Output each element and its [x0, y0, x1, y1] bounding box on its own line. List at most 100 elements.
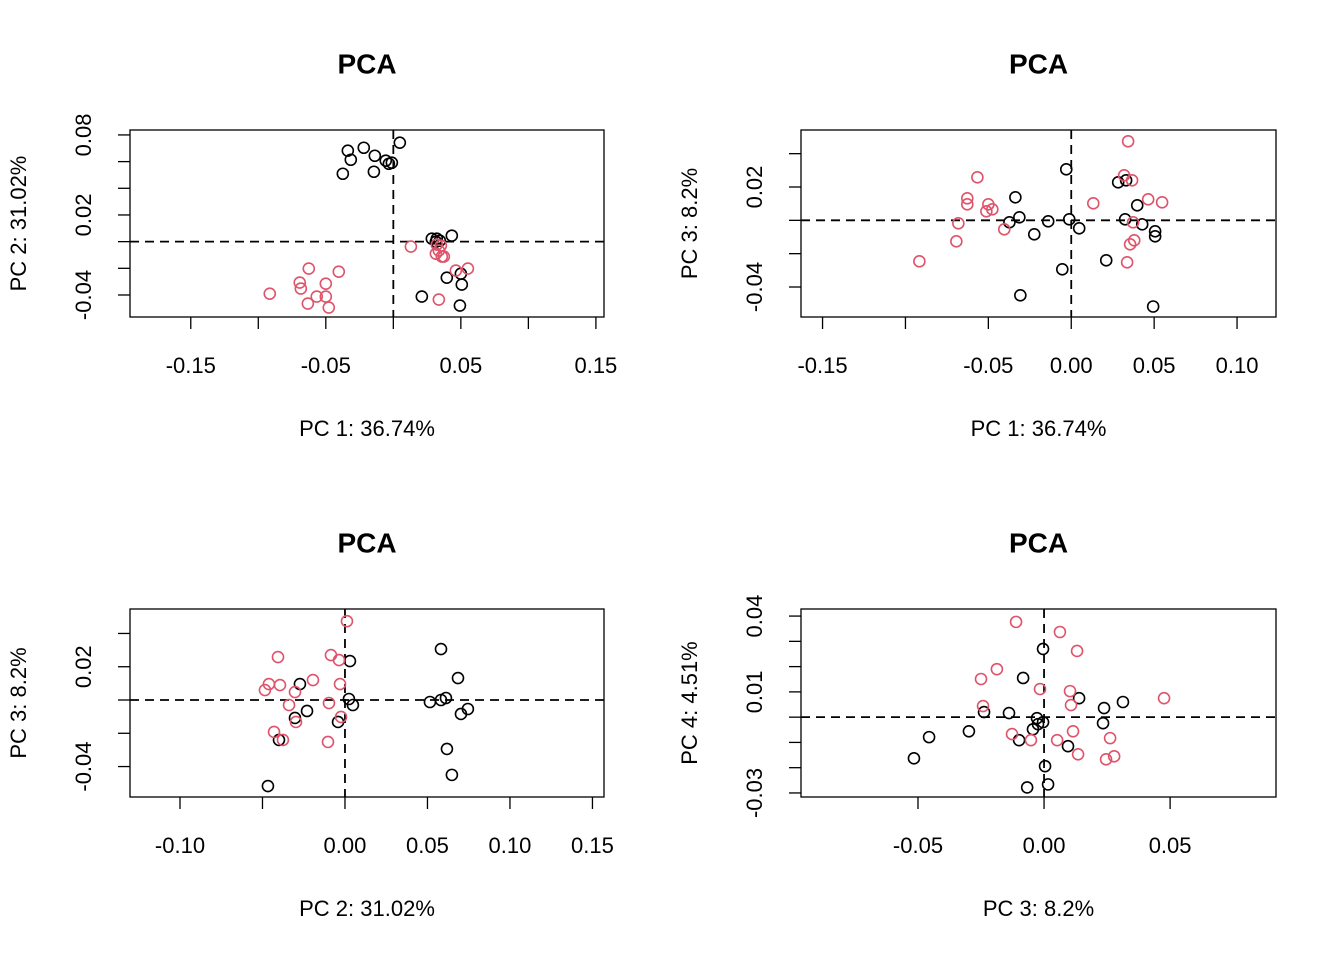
- point: [1097, 701, 1111, 715]
- point: [276, 733, 290, 747]
- x-axis-label: PC 1: 36.74%: [299, 416, 435, 441]
- x-tick-label: 0.00: [1050, 353, 1093, 378]
- point: [429, 247, 443, 260]
- point: [1070, 644, 1084, 658]
- point: [1061, 739, 1075, 753]
- point: [258, 683, 272, 697]
- point: [301, 297, 315, 310]
- point: [1033, 682, 1047, 696]
- point: [449, 264, 463, 277]
- point: [1072, 222, 1086, 235]
- point: [1066, 725, 1080, 738]
- point: [1099, 254, 1113, 267]
- y-tick-label: 0.08: [71, 114, 96, 157]
- point: [907, 752, 921, 765]
- point: [1024, 733, 1038, 747]
- plot-frame: [800, 608, 1277, 798]
- x-tick-label: 0.05: [1149, 833, 1192, 858]
- point: [990, 662, 1004, 676]
- point: [302, 262, 316, 275]
- point: [1120, 256, 1134, 269]
- point: [1155, 196, 1169, 209]
- point: [336, 167, 350, 181]
- x-tick-label: -0.15: [166, 353, 216, 378]
- y-axis-label: PC 4: 4.51%: [677, 641, 702, 765]
- point: [997, 223, 1011, 236]
- point: [324, 648, 338, 662]
- chart-title: PCA: [337, 527, 396, 558]
- point: [263, 287, 277, 300]
- point: [379, 154, 393, 167]
- point: [1009, 615, 1023, 629]
- point: [1130, 199, 1144, 212]
- point: [1063, 684, 1077, 698]
- point: [340, 614, 354, 628]
- point: [971, 171, 984, 184]
- y-axis-label: PC 2: 31.02%: [6, 156, 31, 292]
- y-axis-label: PC 3: 8.2%: [677, 168, 702, 279]
- point: [1123, 238, 1137, 251]
- x-axis-label: PC 1: 36.74%: [971, 416, 1107, 441]
- point: [952, 217, 965, 230]
- point: [950, 235, 963, 248]
- y-tick-label: 0.01: [742, 670, 767, 713]
- point: [1157, 691, 1171, 705]
- point: [322, 301, 336, 314]
- point: [440, 271, 454, 284]
- point: [437, 250, 451, 263]
- x-axis-label: PC 2: 31.02%: [299, 896, 435, 921]
- point: [434, 642, 448, 656]
- point: [1064, 698, 1078, 712]
- point: [1107, 750, 1121, 763]
- point: [461, 702, 475, 716]
- point: [334, 710, 348, 724]
- point: [332, 265, 346, 278]
- point: [261, 779, 275, 793]
- y-tick-label: 0.02: [71, 645, 96, 688]
- point: [1062, 213, 1076, 226]
- point: [267, 725, 281, 739]
- point: [1103, 731, 1117, 745]
- x-tick-label: -0.10: [155, 833, 205, 858]
- x-tick-label: -0.05: [963, 353, 1013, 378]
- x-tick-label: -0.15: [797, 353, 847, 378]
- plot-frame: [800, 129, 1277, 318]
- point: [1005, 727, 1019, 741]
- point: [288, 685, 302, 699]
- point: [980, 205, 993, 218]
- point: [453, 299, 467, 312]
- point: [977, 705, 991, 719]
- point: [289, 715, 303, 729]
- point: [461, 262, 475, 275]
- point: [1002, 706, 1016, 720]
- point: [960, 192, 974, 205]
- point: [1125, 174, 1139, 187]
- point: [322, 696, 336, 710]
- chart-title: PCA: [1009, 527, 1068, 558]
- point: [294, 282, 308, 295]
- x-tick-label: 0.00: [324, 833, 367, 858]
- y-tick-label: -0.04: [71, 270, 96, 320]
- plot-frame: [129, 608, 605, 798]
- point: [1027, 228, 1041, 241]
- point: [455, 278, 469, 291]
- point: [913, 255, 926, 268]
- point: [1086, 197, 1100, 210]
- point: [333, 677, 347, 691]
- point: [451, 671, 465, 685]
- point: [1148, 225, 1162, 238]
- x-tick-label: 0.15: [574, 353, 617, 378]
- point: [960, 198, 974, 211]
- point: [445, 768, 459, 782]
- point: [1014, 289, 1027, 302]
- point: [432, 293, 446, 306]
- x-tick-label: 0.05: [1133, 353, 1176, 378]
- point: [332, 653, 346, 667]
- point: [282, 698, 296, 712]
- plot-frame: [129, 129, 605, 318]
- y-tick-label: -0.04: [71, 741, 96, 791]
- point: [1012, 733, 1026, 747]
- y-tick-label: 0.02: [742, 166, 767, 209]
